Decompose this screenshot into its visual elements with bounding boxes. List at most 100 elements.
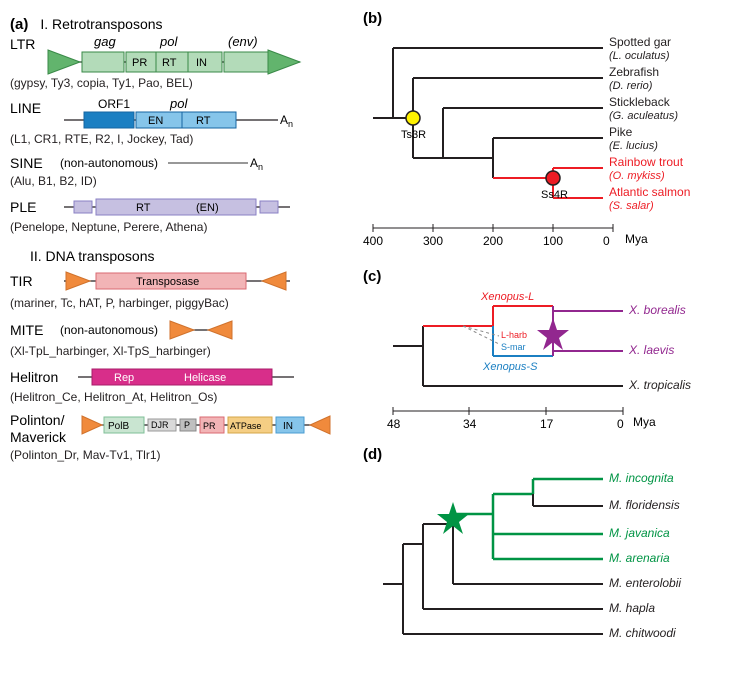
line-pol-label: pol (169, 98, 188, 111)
polinton-polb: PolB (108, 421, 129, 432)
helitron-diagram: Rep Helicase (74, 366, 314, 388)
axis-tick: 100 (543, 234, 563, 248)
panel-d-species: M. enterolobii (609, 576, 681, 590)
panel-b-species-latin: (G. aculeatus) (609, 110, 678, 122)
ts3r-label: Ts3R (401, 129, 426, 141)
ple-en: (EN) (196, 202, 219, 214)
ss4r-label: Ss4R (541, 189, 568, 201)
mite-examples: (Xl-TpL_harbinger, Xl-TpS_harbinger) (10, 344, 343, 358)
panel-d-species: M. javanica (609, 526, 670, 540)
panel-c-species: X. borealis (628, 303, 686, 317)
mite-block: MITE (non-autonomous) (Xl-TpL_harbinger,… (10, 318, 343, 358)
panel-d: (d) M. incognitaM. floriden (363, 446, 723, 654)
polinton-examples: (Polinton_Dr, Mav-Tv1, Tlr1) (10, 448, 343, 462)
tir-right-triangle-icon (262, 272, 286, 290)
ltr-pol-label: pol (159, 36, 178, 49)
line-en: EN (148, 115, 163, 127)
polinton-block: Polinton/Maverick PolB DJR P PR ATPase I… (10, 412, 343, 462)
mite-right-triangle-icon (208, 321, 232, 339)
panel-c-species: X. laevis (628, 343, 674, 357)
axis-tick: 400 (363, 234, 383, 248)
line-examples: (L1, CR1, RTE, R2, I, Jockey, Tad) (10, 132, 343, 146)
panel-b-species: Stickleback (609, 95, 671, 109)
polinton-p: P (184, 420, 190, 430)
line-rt: RT (196, 115, 211, 127)
ple-box (96, 199, 256, 215)
polinton-in: IN (283, 421, 293, 432)
ltr-env-box (224, 52, 268, 72)
tir-block: TIR Transposase (mariner, Tc, hAT, P, ha… (10, 268, 343, 310)
axis-tick: 300 (423, 234, 443, 248)
axis-tick: 0 (617, 417, 624, 431)
polinton-diagram: PolB DJR P PR ATPase IN (78, 412, 338, 438)
mite-diagram (164, 318, 244, 342)
ss4r-event-icon (546, 171, 560, 185)
ltr-block: gag pol (env) PR RT IN LTR (gypsy, Ty3, … (10, 36, 343, 90)
panel-b-species: Spotted gar (609, 35, 671, 49)
panel-b-species: Rainbow trout (609, 155, 684, 169)
sine-label: SINE (10, 155, 54, 171)
helitron-examples: (Helitron_Ce, Helitron_At, Helitron_Os) (10, 390, 343, 404)
panel-b-species: Pike (609, 125, 633, 139)
mite-left-triangle-icon (170, 321, 194, 339)
figure-root: (a) I. Retrotransposons gag pol (env) PR… (10, 10, 723, 654)
line-orf1-box (84, 112, 134, 128)
mite-nonauto: (non-autonomous) (60, 323, 158, 337)
helitron-hel: Helicase (184, 372, 226, 384)
helitron-rep: Rep (114, 372, 134, 384)
panel-d-species: M. floridensis (609, 498, 680, 512)
panel-b-species-latin: (O. mykiss) (609, 170, 665, 182)
line-block: ORF1 pol EN RT An LINE (L1, CR1, RTE, R2… (10, 98, 343, 146)
panel-d-species: M. hapla (609, 601, 655, 615)
sine-block: SINE (non-autonomous) An (Alu, B1, B2, I… (10, 154, 343, 188)
panel-d-species: M. chitwoodi (609, 626, 676, 640)
axis-tick: 48 (387, 417, 401, 431)
panel-c-unit: Mya (633, 415, 656, 429)
sine-tail: An (250, 156, 263, 172)
sine-nonauto: (non-autonomous) (60, 156, 158, 170)
ltr-env-label: (env) (228, 36, 258, 49)
tir-examples: (mariner, Tc, hAT, P, harbinger, piggyBa… (10, 296, 343, 310)
tir-left-triangle-icon (66, 272, 90, 290)
polinton-atp: ATPase (230, 421, 261, 431)
line-orf1-label: ORF1 (98, 98, 130, 111)
ltr-label: LTR (10, 36, 54, 52)
ple-label: PLE (10, 199, 54, 215)
section1-title: I. Retrotransposons (40, 16, 162, 32)
ts3r-event-icon (406, 111, 420, 125)
ltr-gag-box (82, 52, 124, 72)
polinton-djr: DJR (151, 420, 169, 430)
panel-b-species-latin: (D. rerio) (609, 80, 653, 92)
ple-rt: RT (136, 202, 151, 214)
section2-title: II. DNA transposons (30, 248, 343, 264)
sine-diagram: An (164, 154, 274, 172)
panel-b-unit: Mya (625, 232, 648, 246)
ltr-left-triangle-icon (48, 50, 80, 74)
helitron-block: Helitron Rep Helicase (Helitron_Ce, Heli… (10, 366, 343, 404)
sine-examples: (Alu, B1, B2, ID) (10, 174, 343, 188)
panel-d-tree: M. incognitaM. floridensisM. javanicaM. … (363, 464, 723, 654)
ltr-pr: PR (132, 57, 147, 69)
panel-b: (b) Ts3R Ss4R Spotted gar(L. ocul (363, 10, 723, 258)
axis-tick: 200 (483, 234, 503, 248)
panel-b-species-latin: (E. lucius) (609, 140, 658, 152)
panel-a: (a) I. Retrotransposons gag pol (env) PR… (10, 10, 343, 654)
ltr-in: IN (196, 57, 207, 69)
ltr-gag-label: gag (94, 36, 116, 49)
ple-block: PLE RT (EN) (Penelope, Neptune, Perere, … (10, 196, 343, 234)
xenopus-l-label: Xenopus-L (480, 291, 534, 303)
polinton-left-triangle-icon (82, 416, 102, 434)
panel-b-label: (b) (363, 10, 382, 27)
polinton-label: Polinton/Maverick (10, 412, 72, 446)
panel-c-label: (c) (363, 268, 381, 285)
panel-b-species-latin: (S. salar) (609, 200, 654, 212)
tir-diagram: Transposase (60, 268, 310, 294)
lharb-label: L-harb (501, 330, 527, 340)
panel-c: (c) Xenopus-L Xenopus-S L-harb S-mar (363, 268, 723, 436)
smar-label: S-mar (501, 342, 526, 352)
line-label: LINE (10, 100, 54, 116)
axis-tick: 17 (540, 417, 554, 431)
panel-b-species: Atlantic salmon (609, 185, 690, 199)
panel-b-tree: Ts3R Ss4R Spotted gar(L. oculatus)Zebraf… (363, 28, 723, 258)
polinton-pr: PR (203, 421, 216, 431)
